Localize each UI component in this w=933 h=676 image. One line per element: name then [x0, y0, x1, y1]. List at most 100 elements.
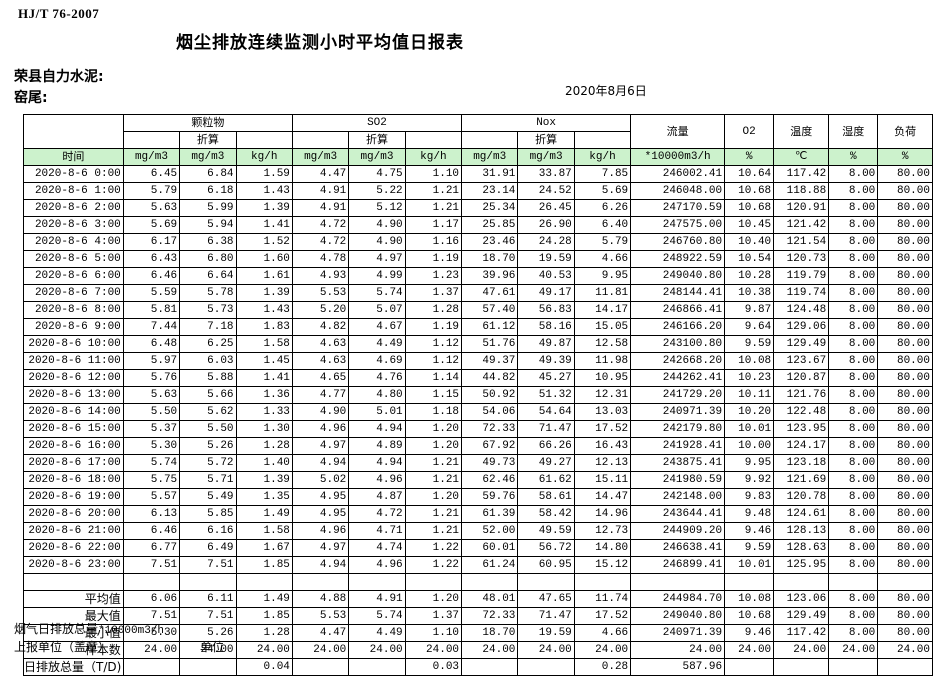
- cell-value: 50.92: [461, 386, 519, 404]
- cell-value: 66.26: [517, 437, 575, 455]
- cell-value: 1.19: [404, 250, 463, 268]
- group-head-nox: Nox: [461, 114, 632, 132]
- cell-value: 24.00: [724, 641, 775, 659]
- cell-value: 5.76: [122, 369, 181, 387]
- cell-value: 10.54: [724, 250, 775, 268]
- cell-value: 8.00: [828, 233, 879, 251]
- cell-value: 5.30: [122, 437, 181, 455]
- cell-value: 5.62: [179, 403, 237, 421]
- cell-value: 122.48: [773, 403, 830, 421]
- cell-value: 80.00: [877, 488, 933, 506]
- cell-value: 26.90: [517, 216, 575, 234]
- table-row: 2020-8-6 8:00 5.81 5.73 1.43 5.20 5.07 1.28 57.…: [23, 301, 933, 319]
- cell-value: 61.62: [517, 471, 575, 489]
- cell-value: 121.69: [773, 471, 830, 489]
- cell-value: 24.28: [517, 233, 575, 251]
- cell-value: 18.70: [461, 624, 519, 642]
- cell-value: 8.00: [828, 471, 879, 489]
- table-row: 2020-8-6 15:00 5.37 5.50 1.30 4.96 4.94 1.20 72…: [23, 420, 933, 438]
- cell-value: 16.43: [573, 437, 632, 455]
- cell-value: 5.37: [122, 420, 181, 438]
- table-row: 2020-8-6 5:00 6.43 6.80 1.60 4.78 4.97 1.19 18.…: [23, 250, 933, 268]
- cell-value: 12.73: [573, 522, 632, 540]
- cell-value: 1.33: [235, 403, 293, 421]
- cell-value: 1.23: [404, 267, 463, 285]
- cell-time: [23, 573, 124, 591]
- cell-value: 1.59: [235, 165, 293, 183]
- cell-value: 7.44: [122, 318, 181, 336]
- report-date: 2020年8月6日: [565, 84, 647, 98]
- cell-value: 44.82: [461, 369, 519, 387]
- unit-head-o2: %: [724, 148, 775, 166]
- cell-value: 4.94: [348, 454, 406, 472]
- cell-value: 8.00: [828, 301, 879, 319]
- table-row-summary: 平均值 6.06 6.11 1.49 4.88 4.91 1.20 48.01 47.65 11.…: [23, 590, 933, 608]
- cell-value: 5.66: [179, 386, 237, 404]
- cell-value: 72.33: [461, 607, 519, 625]
- cell-value: 4.99: [348, 267, 406, 285]
- cell-value: 1.12: [404, 335, 463, 353]
- cell-value: 10.68: [724, 199, 775, 217]
- cell-value: 49.39: [517, 352, 575, 370]
- cell-value: 4.90: [348, 216, 406, 234]
- cell-value: 8.00: [828, 250, 879, 268]
- cell-value: [773, 573, 830, 591]
- cell-value: 49.37: [461, 352, 519, 370]
- cell-value: 8.00: [828, 267, 879, 285]
- cell-value: [348, 573, 406, 591]
- cell-value: 1.41: [235, 369, 293, 387]
- cell-value: 4.94: [348, 420, 406, 438]
- cell-value: 80.00: [877, 352, 933, 370]
- cell-value: 242668.20: [630, 352, 726, 370]
- cell-value: 124.61: [773, 505, 830, 523]
- unit-head-pm-rate: kg/h: [235, 148, 293, 166]
- table-row: 2020-8-6 4:00 6.17 6.38 1.52 4.72 4.90 1.16 23.…: [23, 233, 933, 251]
- table-row: 2020-8-6 2:00 5.63 5.99 1.39 4.91 5.12 1.21 25.…: [23, 199, 933, 217]
- cell-value: 54.64: [517, 403, 575, 421]
- cell-value: 10.20: [724, 403, 775, 421]
- group-head-pm: 颗粒物: [122, 114, 293, 132]
- cell-value: 1.28: [235, 624, 293, 642]
- cell-value: [517, 658, 575, 676]
- cell-value: 26.45: [517, 199, 575, 217]
- table-row-spacer: [23, 573, 933, 591]
- cell-value: 6.46: [122, 267, 181, 285]
- cell-value: 5.07: [348, 301, 406, 319]
- cell-value: 9.95: [573, 267, 632, 285]
- cell-value: 6.49: [179, 539, 237, 557]
- cell-value: [404, 573, 463, 591]
- cell-value: 5.50: [122, 403, 181, 421]
- cell-value: [179, 658, 237, 676]
- cell-time: 2020-8-6 7:00: [23, 284, 124, 302]
- cell-value: 1.58: [235, 335, 293, 353]
- group-head-temperature: 温度: [773, 114, 830, 149]
- cell-value: 4.72: [291, 216, 350, 234]
- cell-value: 5.63: [122, 199, 181, 217]
- cell-value: 587.96: [630, 658, 726, 676]
- cell-value: 61.12: [461, 318, 519, 336]
- cell-value: 18.70: [461, 250, 519, 268]
- cell-time: 2020-8-6 20:00: [23, 505, 124, 523]
- cell-value: 4.94: [291, 454, 350, 472]
- cell-value: 6.64: [179, 267, 237, 285]
- cell-time: 2020-8-6 11:00: [23, 352, 124, 370]
- cell-value: 59.76: [461, 488, 519, 506]
- cell-value: 1.20: [404, 437, 463, 455]
- cell-time: 2020-8-6 3:00: [23, 216, 124, 234]
- cell-value: 47.61: [461, 284, 519, 302]
- cell-value: 5.99: [179, 199, 237, 217]
- cell-value: 80.00: [877, 454, 933, 472]
- cell-value: 1.40: [235, 454, 293, 472]
- cell-value: 14.80: [573, 539, 632, 557]
- cell-value: 80.00: [877, 505, 933, 523]
- cell-value: 9.59: [724, 539, 775, 557]
- cell-value: 241928.41: [630, 437, 726, 455]
- cell-time: 2020-8-6 8:00: [23, 301, 124, 319]
- cell-value: 244909.20: [630, 522, 726, 540]
- cell-value: 6.17: [122, 233, 181, 251]
- cell-value: 40.53: [517, 267, 575, 285]
- sub-head-nox-converted: 折算: [517, 131, 575, 149]
- group-header-row: 颗粒物 SO2 Nox 流量 O2 温度 湿度 负荷: [23, 114, 933, 149]
- cell-value: 4.78: [291, 250, 350, 268]
- cell-value: 23.14: [461, 182, 519, 200]
